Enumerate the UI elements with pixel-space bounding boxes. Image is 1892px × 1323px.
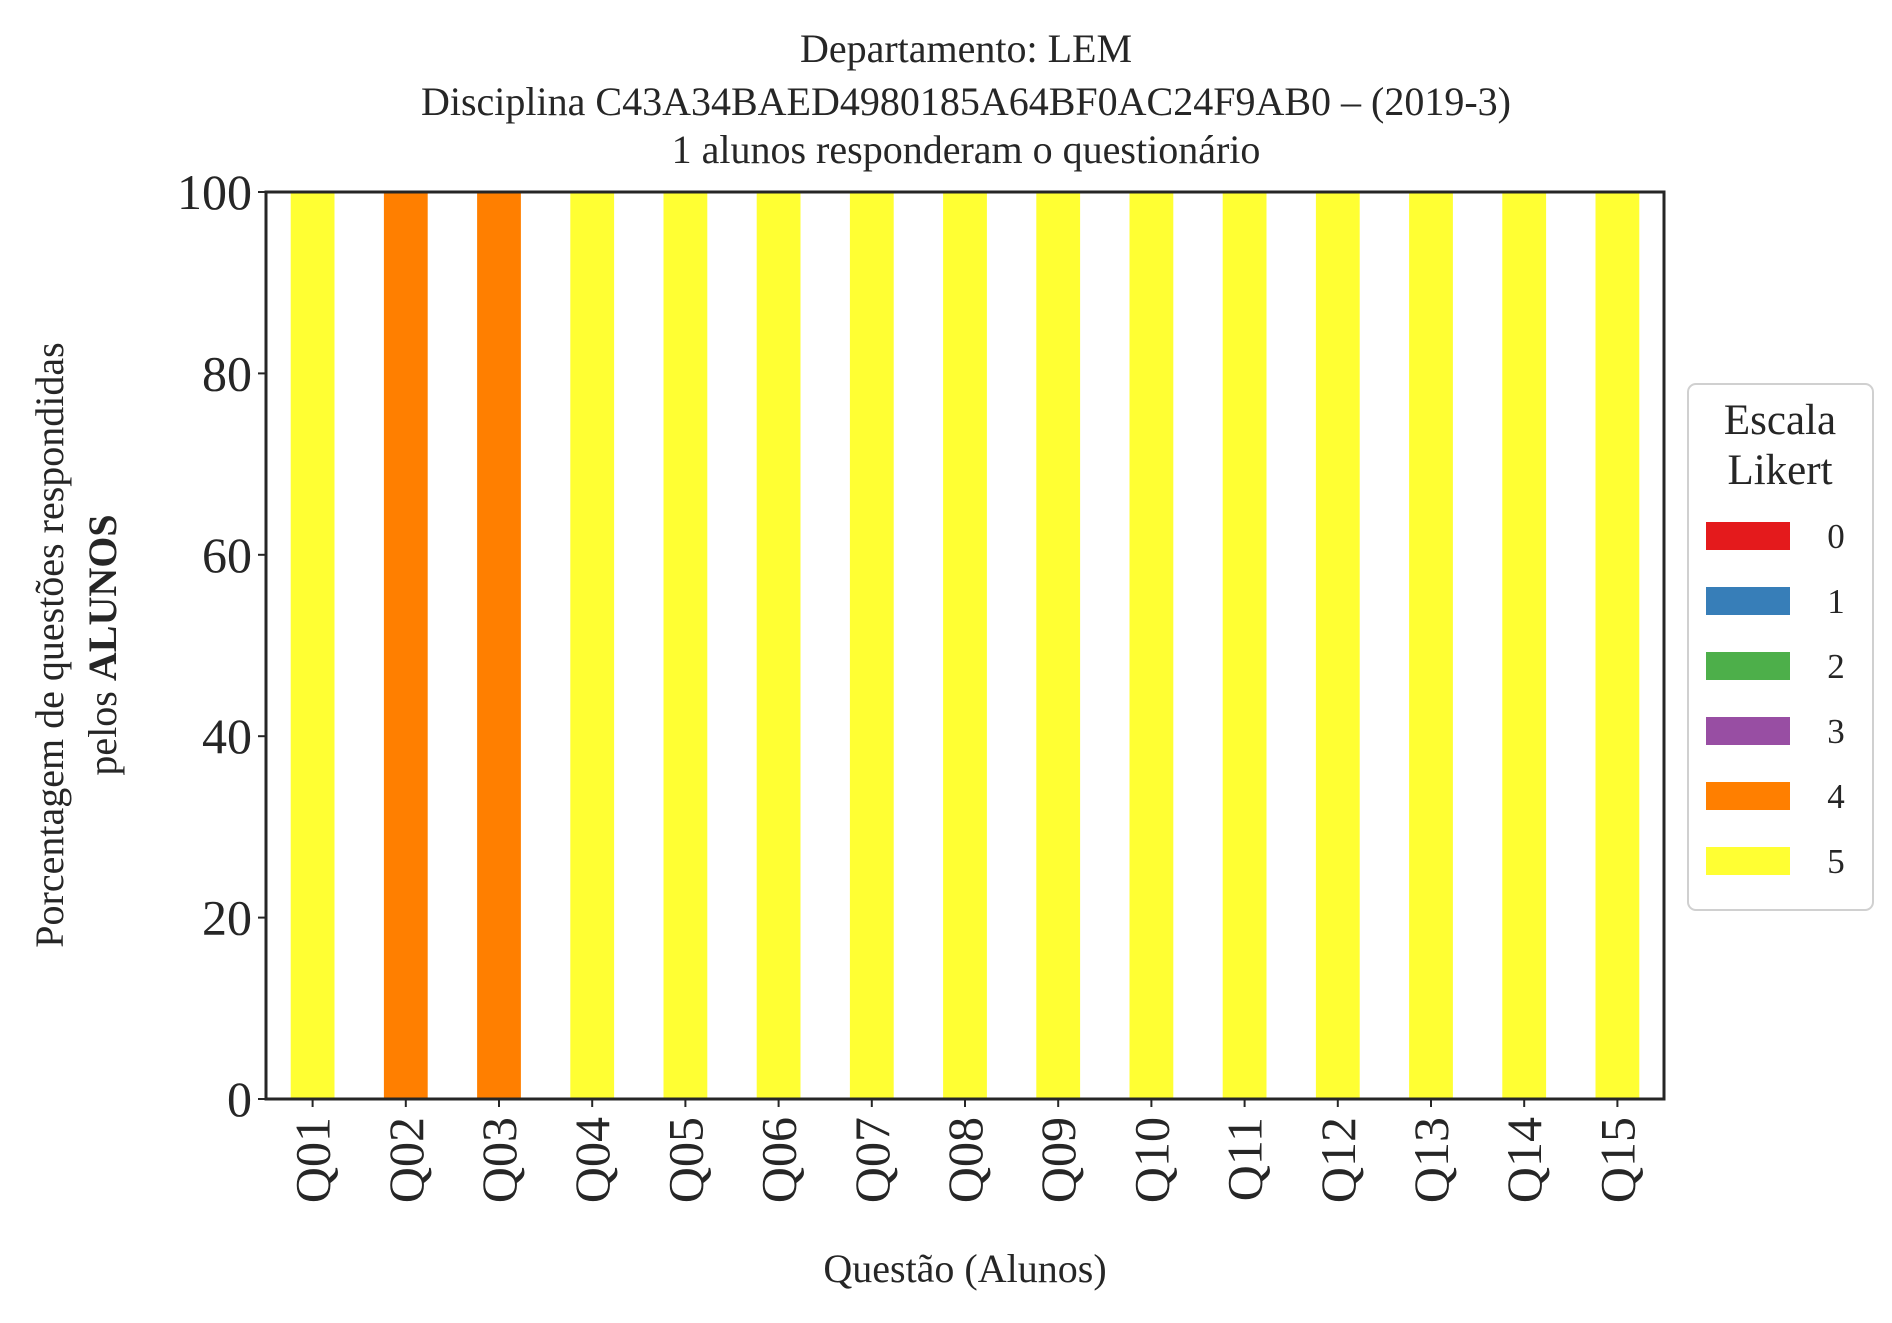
bar-Q08-scale-5 bbox=[943, 192, 987, 1099]
x-tick-label-Q08: Q08 bbox=[937, 1117, 993, 1203]
x-tick-label-Q12: Q12 bbox=[1310, 1117, 1366, 1203]
y-axis-label-line-1: Porcentagem de questões respondidas bbox=[27, 342, 72, 947]
bar-Q15-scale-5 bbox=[1595, 192, 1640, 1099]
bar-Q13-scale-5 bbox=[1409, 192, 1453, 1099]
legend-items: 0 1 2 3 4 5 bbox=[1706, 517, 1845, 881]
legend-label-2: 2 bbox=[1827, 647, 1845, 686]
bar-Q06-scale-5 bbox=[756, 192, 801, 1099]
legend-label-0: 0 bbox=[1827, 517, 1845, 556]
bar-Q05-scale-5 bbox=[663, 192, 708, 1099]
bar-Q11-scale-5 bbox=[1222, 192, 1267, 1099]
x-axis-ticks: Q01 Q02 Q03 Q04 Q05 Q06 Q07 Q08 Q09 Q10 Q11 Q12 Q13 Q… bbox=[285, 1099, 1645, 1203]
y-tick-label-80: 80 bbox=[202, 345, 252, 401]
x-tick-label-Q04: Q04 bbox=[564, 1117, 620, 1203]
y-tick-label-0: 0 bbox=[227, 1071, 252, 1127]
legend-swatch-3 bbox=[1706, 717, 1790, 745]
x-tick-label-Q10: Q10 bbox=[1123, 1117, 1179, 1203]
x-tick-label-Q06: Q06 bbox=[751, 1117, 807, 1203]
legend-label-5: 5 bbox=[1827, 842, 1845, 881]
legend-frame bbox=[1687, 383, 1874, 911]
x-tick-label-Q03: Q03 bbox=[471, 1117, 527, 1203]
x-tick-label-Q02: Q02 bbox=[378, 1117, 434, 1203]
bar-Q09-scale-5 bbox=[1036, 192, 1081, 1099]
x-axis-label: Questão (Alunos) bbox=[823, 1246, 1106, 1291]
y-tick-label-40: 40 bbox=[202, 708, 252, 764]
legend-label-4: 4 bbox=[1827, 777, 1845, 816]
legend-swatch-1 bbox=[1706, 587, 1790, 615]
x-tick-label-Q01: Q01 bbox=[285, 1117, 341, 1203]
legend-title-line-2: Likert bbox=[1727, 447, 1832, 494]
x-tick-label-Q07: Q07 bbox=[844, 1117, 900, 1203]
legend-label-1: 1 bbox=[1827, 582, 1845, 621]
x-tick-label-Q11: Q11 bbox=[1217, 1117, 1273, 1201]
y-axis-label-prefix: pelos bbox=[80, 681, 125, 775]
legend-swatch-5 bbox=[1706, 847, 1790, 875]
x-tick-label-Q13: Q13 bbox=[1403, 1117, 1459, 1203]
y-axis-label-bold: ALUNOS bbox=[80, 514, 125, 681]
legend: Escala Likert 0 1 2 3 4 5 bbox=[1687, 383, 1874, 911]
bar-Q01-scale-5 bbox=[290, 192, 335, 1099]
bar-Q02-scale-4 bbox=[383, 192, 428, 1099]
x-tick-label-Q14: Q14 bbox=[1496, 1117, 1552, 1203]
title-line-1: Departamento: LEM bbox=[800, 26, 1132, 71]
bar-Q07-scale-5 bbox=[849, 192, 894, 1099]
y-axis-label-line-2: pelos ALUNOS bbox=[80, 514, 125, 775]
title-line-2: Disciplina C43A34BAED4980185A64BF0AC24F9… bbox=[421, 79, 1511, 124]
bars-layer bbox=[290, 192, 1640, 1099]
legend-swatch-2 bbox=[1706, 652, 1790, 680]
legend-swatch-4 bbox=[1706, 782, 1790, 810]
y-tick-label-100: 100 bbox=[177, 164, 252, 220]
legend-title-line-1: Escala bbox=[1724, 397, 1836, 444]
x-tick-label-Q15: Q15 bbox=[1589, 1117, 1645, 1203]
bar-Q04-scale-5 bbox=[570, 192, 615, 1099]
legend-label-3: 3 bbox=[1827, 712, 1845, 751]
chart-title: Departamento: LEM Disciplina C43A34BAED4… bbox=[421, 26, 1511, 172]
bar-Q12-scale-5 bbox=[1315, 192, 1360, 1099]
y-axis-ticks: 0 20 40 60 80 100 bbox=[177, 164, 266, 1127]
x-tick-label-Q09: Q09 bbox=[1030, 1117, 1086, 1203]
x-tick-label-Q05: Q05 bbox=[657, 1117, 713, 1203]
y-axis-label: Porcentagem de questões respondidas pelo… bbox=[27, 342, 125, 947]
bar-Q10-scale-5 bbox=[1129, 192, 1174, 1099]
title-line-3: 1 alunos responderam o questionário bbox=[672, 127, 1261, 172]
bar-Q03-scale-4 bbox=[477, 192, 521, 1099]
bar-Q14-scale-5 bbox=[1502, 192, 1547, 1099]
y-tick-label-20: 20 bbox=[202, 890, 252, 946]
y-tick-label-60: 60 bbox=[202, 527, 252, 583]
legend-swatch-0 bbox=[1706, 522, 1790, 550]
